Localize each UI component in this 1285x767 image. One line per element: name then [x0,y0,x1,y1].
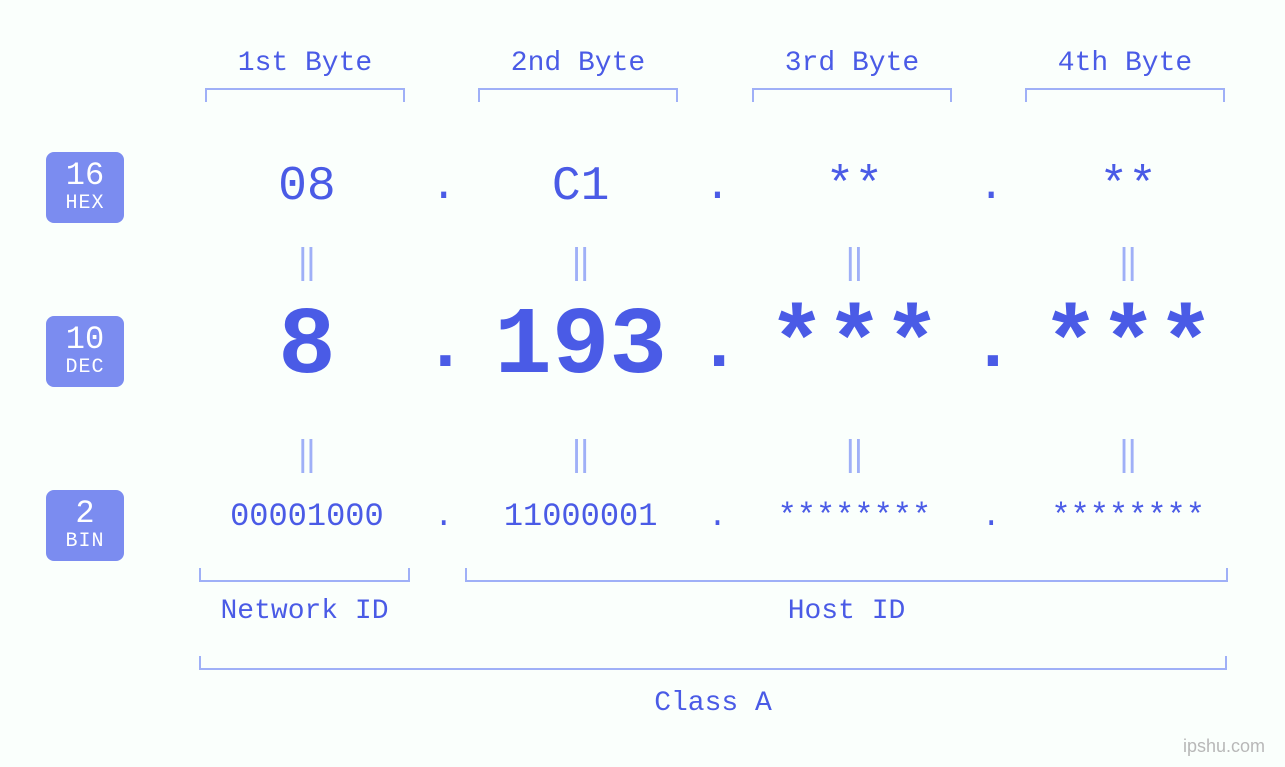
base-badge-hex: 16 HEX [46,152,124,223]
host-id-label: Host ID [465,596,1228,627]
bin-row: 00001000 . 11000001 . ******** . *******… [190,498,1245,535]
dot-icon: . [424,306,464,388]
byte-header-4: 4th Byte [1025,48,1225,79]
hex-byte-3: ** [738,160,972,214]
dec-row: 8 . 193 . *** . *** [190,292,1245,401]
equals-icon: ‖ [738,242,972,284]
base-badge-bin: 2 BIN [46,490,124,561]
bracket-byte-2 [478,88,678,102]
bracket-byte-1 [205,88,405,102]
base-num-bin: 2 [46,496,124,531]
bin-byte-4: ******** [1011,498,1245,535]
watermark: ipshu.com [1183,736,1265,757]
bracket-class [199,656,1227,670]
equals-icon: ‖ [738,434,972,476]
dot-icon: . [698,162,738,212]
network-id-label: Network ID [199,596,410,627]
hex-byte-2: C1 [464,160,698,214]
equals-icon: ‖ [1011,242,1245,284]
dot-icon: . [971,306,1011,388]
base-num-hex: 16 [46,158,124,193]
dot-icon: . [971,498,1011,535]
byte-header-1: 1st Byte [205,48,405,79]
dec-byte-2: 193 [464,292,698,401]
bin-byte-3: ******** [738,498,972,535]
base-badge-dec: 10 DEC [46,316,124,387]
dot-icon: . [424,162,464,212]
equals-row-2: ‖ ‖ ‖ ‖ [190,434,1245,476]
bin-byte-1: 00001000 [190,498,424,535]
bin-byte-2: 11000001 [464,498,698,535]
base-num-dec: 10 [46,322,124,357]
bracket-byte-4 [1025,88,1225,102]
dot-icon: . [698,306,738,388]
hex-byte-4: ** [1011,160,1245,214]
byte-header-3: 3rd Byte [752,48,952,79]
bracket-host [465,568,1228,582]
equals-icon: ‖ [190,242,424,284]
base-name-bin: BIN [46,531,124,553]
hex-byte-1: 08 [190,160,424,214]
equals-icon: ‖ [190,434,424,476]
equals-icon: ‖ [464,242,698,284]
dot-icon: . [971,162,1011,212]
dec-byte-1: 8 [190,292,424,401]
base-name-hex: HEX [46,193,124,215]
bracket-byte-3 [752,88,952,102]
dec-byte-4: *** [1011,292,1245,401]
ip-diagram: 1st Byte 2nd Byte 3rd Byte 4th Byte 16 H… [0,0,1285,767]
bracket-network [199,568,410,582]
base-name-dec: DEC [46,357,124,379]
dot-icon: . [424,498,464,535]
equals-icon: ‖ [464,434,698,476]
dot-icon: . [698,498,738,535]
class-label: Class A [199,688,1227,719]
dec-byte-3: *** [738,292,972,401]
equals-row-1: ‖ ‖ ‖ ‖ [190,242,1245,284]
equals-icon: ‖ [1011,434,1245,476]
hex-row: 08 . C1 . ** . ** [190,160,1245,214]
byte-header-2: 2nd Byte [478,48,678,79]
